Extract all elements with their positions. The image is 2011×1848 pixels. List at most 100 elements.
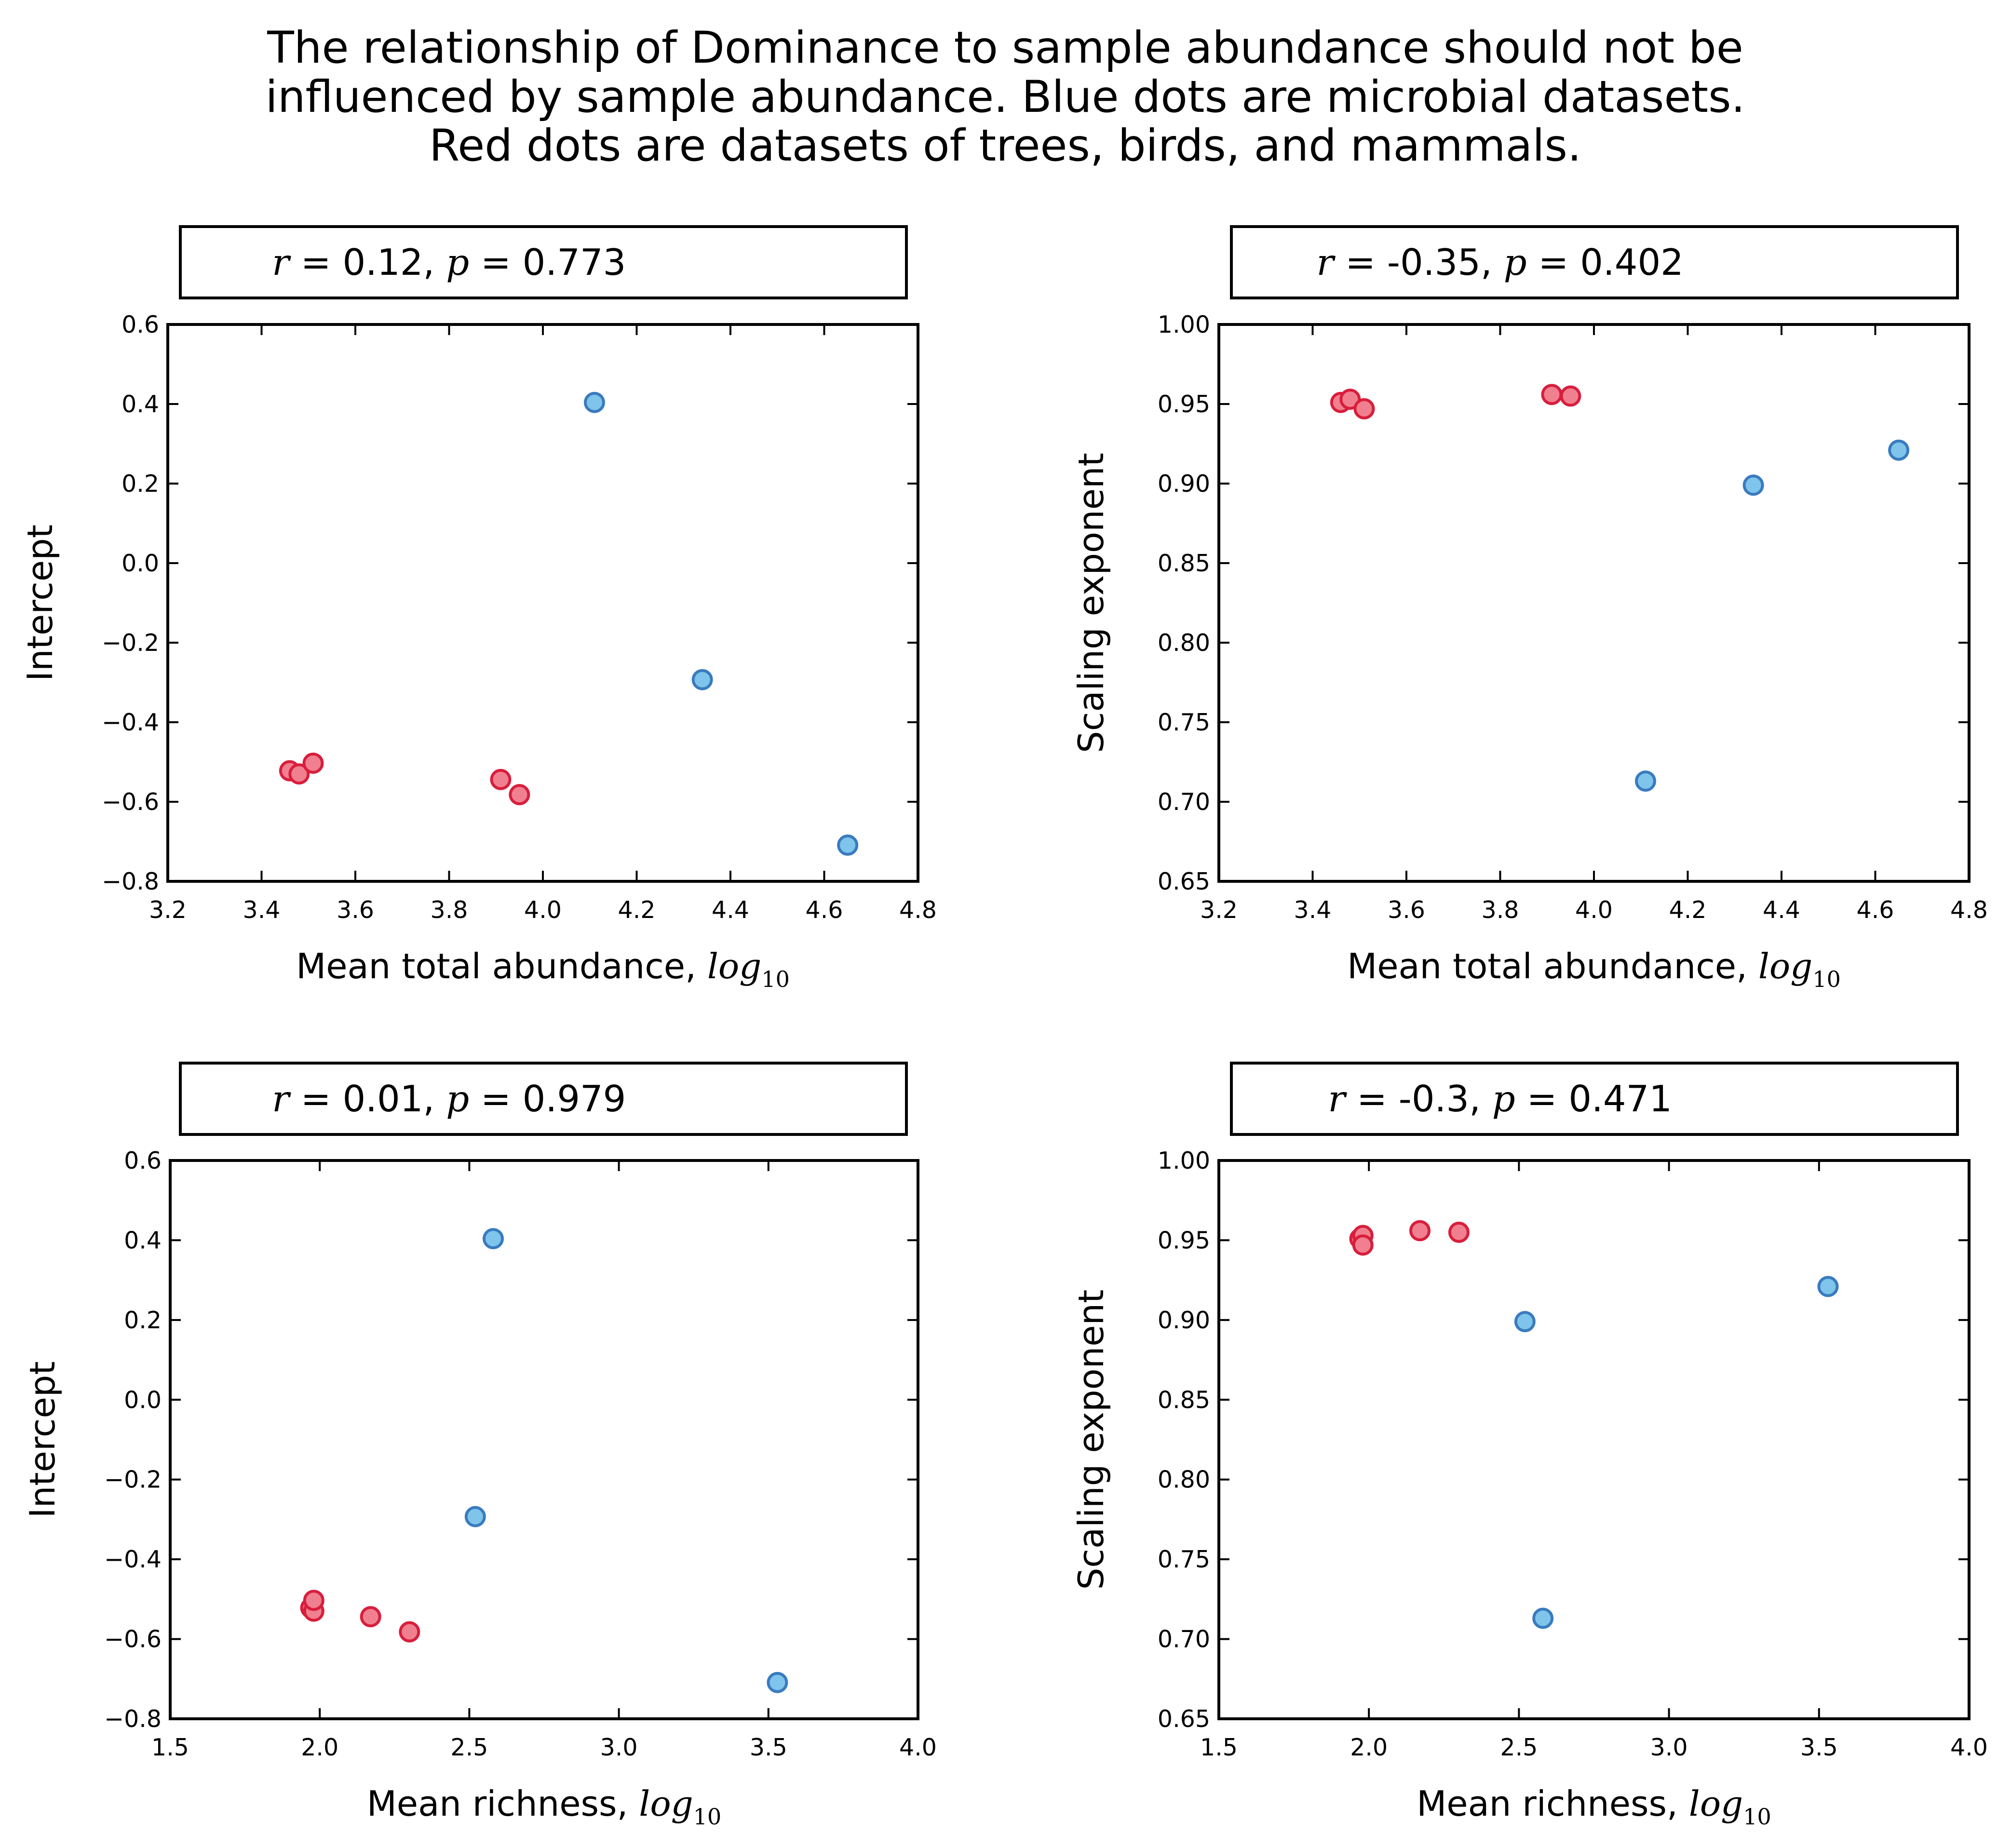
y-tick-label: 0.70	[1158, 788, 1210, 816]
microbial-point	[1888, 439, 1910, 461]
y-tick-label: 0.2	[121, 470, 159, 498]
x-tick-label: 3.4	[243, 896, 281, 924]
x-tick-label: 1.5	[151, 1734, 189, 1761]
macrobial-point	[509, 784, 530, 806]
stats-annotation: r = -0.35, p = 0.402	[1317, 241, 1684, 283]
y-tick-label: −0.4	[102, 709, 159, 736]
microbial-point	[1634, 770, 1656, 792]
x-tick-label: 4.2	[1669, 896, 1707, 924]
macrobial-point	[288, 763, 310, 785]
x-tick-label: 2.0	[301, 1734, 338, 1761]
x-axis-label-math: log	[707, 946, 761, 986]
x-tick-label: 3.5	[750, 1734, 787, 1761]
y-tick-label: −0.8	[102, 868, 159, 895]
stats-r-value: = 0.12,	[289, 241, 446, 283]
stats-r-symbol: r	[1328, 1078, 1347, 1120]
axes-frame	[1217, 323, 1971, 883]
microbial-point	[1532, 1607, 1554, 1629]
y-tick-label: 0.95	[1158, 391, 1210, 418]
panel-4: r = -0.3, p = 0.471 1.5 2.0 2.5 3.0 3.5 4.0 0.6…	[1071, 1062, 1988, 1830]
y-tick-label: 0.80	[1158, 1466, 1210, 1494]
stats-annotation: r = 0.01, p = 0.979	[272, 1078, 626, 1120]
stats-p-symbol: p	[446, 241, 469, 283]
stats-r-symbol: r	[272, 1078, 291, 1120]
x-axis-label-math: log	[639, 1783, 693, 1824]
stats-annotation-box	[179, 1062, 908, 1136]
y-tick-label: 0.90	[1158, 470, 1210, 498]
microbial-point	[1817, 1276, 1839, 1297]
x-tick-label: 3.0	[600, 1734, 638, 1761]
stats-r-symbol: r	[272, 241, 291, 283]
y-tick-label: −0.2	[104, 1466, 162, 1494]
stats-annotation-box	[1230, 225, 1959, 299]
title-line-2: influenced by sample abundance. Blue dot…	[266, 72, 1745, 122]
macrobial-point	[399, 1621, 420, 1643]
x-tick-label: 4.4	[712, 896, 749, 924]
x-tick-label: 3.2	[1200, 896, 1238, 924]
y-tick-label: 0.75	[1158, 1546, 1210, 1573]
x-tick-label: 4.4	[1763, 896, 1800, 924]
axes-frame	[166, 323, 919, 883]
x-axis-label: Mean total abundance, log10	[1347, 946, 1841, 992]
microbial-point	[767, 1672, 788, 1693]
axes-frame	[169, 1159, 919, 1720]
y-axis-label: Intercept	[22, 1361, 63, 1518]
x-tick-label: 3.6	[337, 896, 374, 924]
macrobial-point	[303, 1590, 324, 1611]
panel-2: r = -0.35, p = 0.402 3.2 3.4 3.6 3.8 4.0 4.2 4.…	[1071, 225, 1988, 992]
x-tick-label: 4.6	[806, 896, 843, 924]
x-axis-label-subscript: 10	[1812, 966, 1841, 992]
y-tick-label: 0.85	[1158, 1386, 1210, 1414]
x-tick-label: 4.2	[618, 896, 656, 924]
macrobial-point	[490, 769, 512, 790]
y-tick-label: 0.75	[1158, 709, 1210, 736]
microbial-point	[691, 669, 713, 690]
stats-p-symbol: p	[446, 1078, 469, 1120]
macrobial-point	[302, 752, 324, 774]
microbial-point	[464, 1506, 486, 1527]
microbial-point	[1514, 1311, 1536, 1333]
title-line-1: The relationship of Dominance to sample …	[267, 23, 1743, 73]
x-tick-label: 3.5	[1800, 1734, 1838, 1761]
y-tick-label: −0.6	[104, 1626, 162, 1653]
stats-r-symbol: r	[1317, 241, 1336, 283]
y-tick-label: 0.4	[124, 1227, 162, 1254]
macrobial-point	[1448, 1221, 1470, 1243]
stats-annotation: r = -0.3, p = 0.471	[1328, 1078, 1672, 1120]
stats-annotation-box	[179, 225, 908, 299]
y-tick-label: 0.6	[121, 311, 159, 338]
macrobial-point	[1339, 389, 1361, 410]
panel-3: r = 0.01, p = 0.979 1.5 2.0 2.5 3.0 3.5 4.0 −0.…	[22, 1062, 937, 1830]
stats-r-value: = 0.01,	[289, 1078, 446, 1120]
x-axis-label: Mean richness, log10	[367, 1783, 722, 1830]
y-tick-label: 0.85	[1158, 550, 1210, 577]
stats-annotation: r = 0.12, p = 0.773	[272, 241, 626, 283]
macrobial-point	[1560, 385, 1581, 407]
y-tick-label: 0.4	[121, 391, 159, 418]
x-axis-label-subscript: 10	[761, 966, 790, 992]
x-axis-label-subscript: 10	[693, 1804, 722, 1830]
x-axis-label-text: Mean richness,	[1417, 1783, 1689, 1824]
y-tick-label: 0.70	[1158, 1626, 1210, 1653]
x-tick-label: 3.0	[1650, 1734, 1688, 1761]
stats-p-value: = 0.773	[469, 241, 626, 283]
y-tick-label: 0.80	[1158, 629, 1210, 657]
x-axis-label-text: Mean total abundance,	[1347, 946, 1758, 986]
y-tick-label: 1.00	[1158, 311, 1210, 338]
stats-r-value: = -0.35,	[1334, 241, 1503, 283]
macrobial-point	[1541, 384, 1563, 405]
stats-p-value: = 0.979	[469, 1078, 626, 1120]
y-tick-label: 0.95	[1158, 1227, 1210, 1254]
x-tick-label: 4.0	[899, 1734, 937, 1761]
x-tick-label: 4.8	[1950, 896, 1988, 924]
x-tick-label: 4.6	[1857, 896, 1894, 924]
panel-1: r = 0.12, p = 0.773 3.2 3.4 3.6 3.8 4.0 4.2 4.4…	[20, 225, 937, 992]
x-tick-label: 3.8	[431, 896, 468, 924]
y-tick-label: 0.0	[121, 550, 159, 577]
x-tick-label: 3.6	[1388, 896, 1425, 924]
y-axis-label: Scaling exponent	[1071, 1290, 1111, 1590]
stats-p-symbol: p	[1504, 241, 1527, 283]
figure-title: The relationship of Dominance to sample …	[266, 23, 1745, 171]
stats-p-value: = 0.402	[1527, 241, 1684, 283]
